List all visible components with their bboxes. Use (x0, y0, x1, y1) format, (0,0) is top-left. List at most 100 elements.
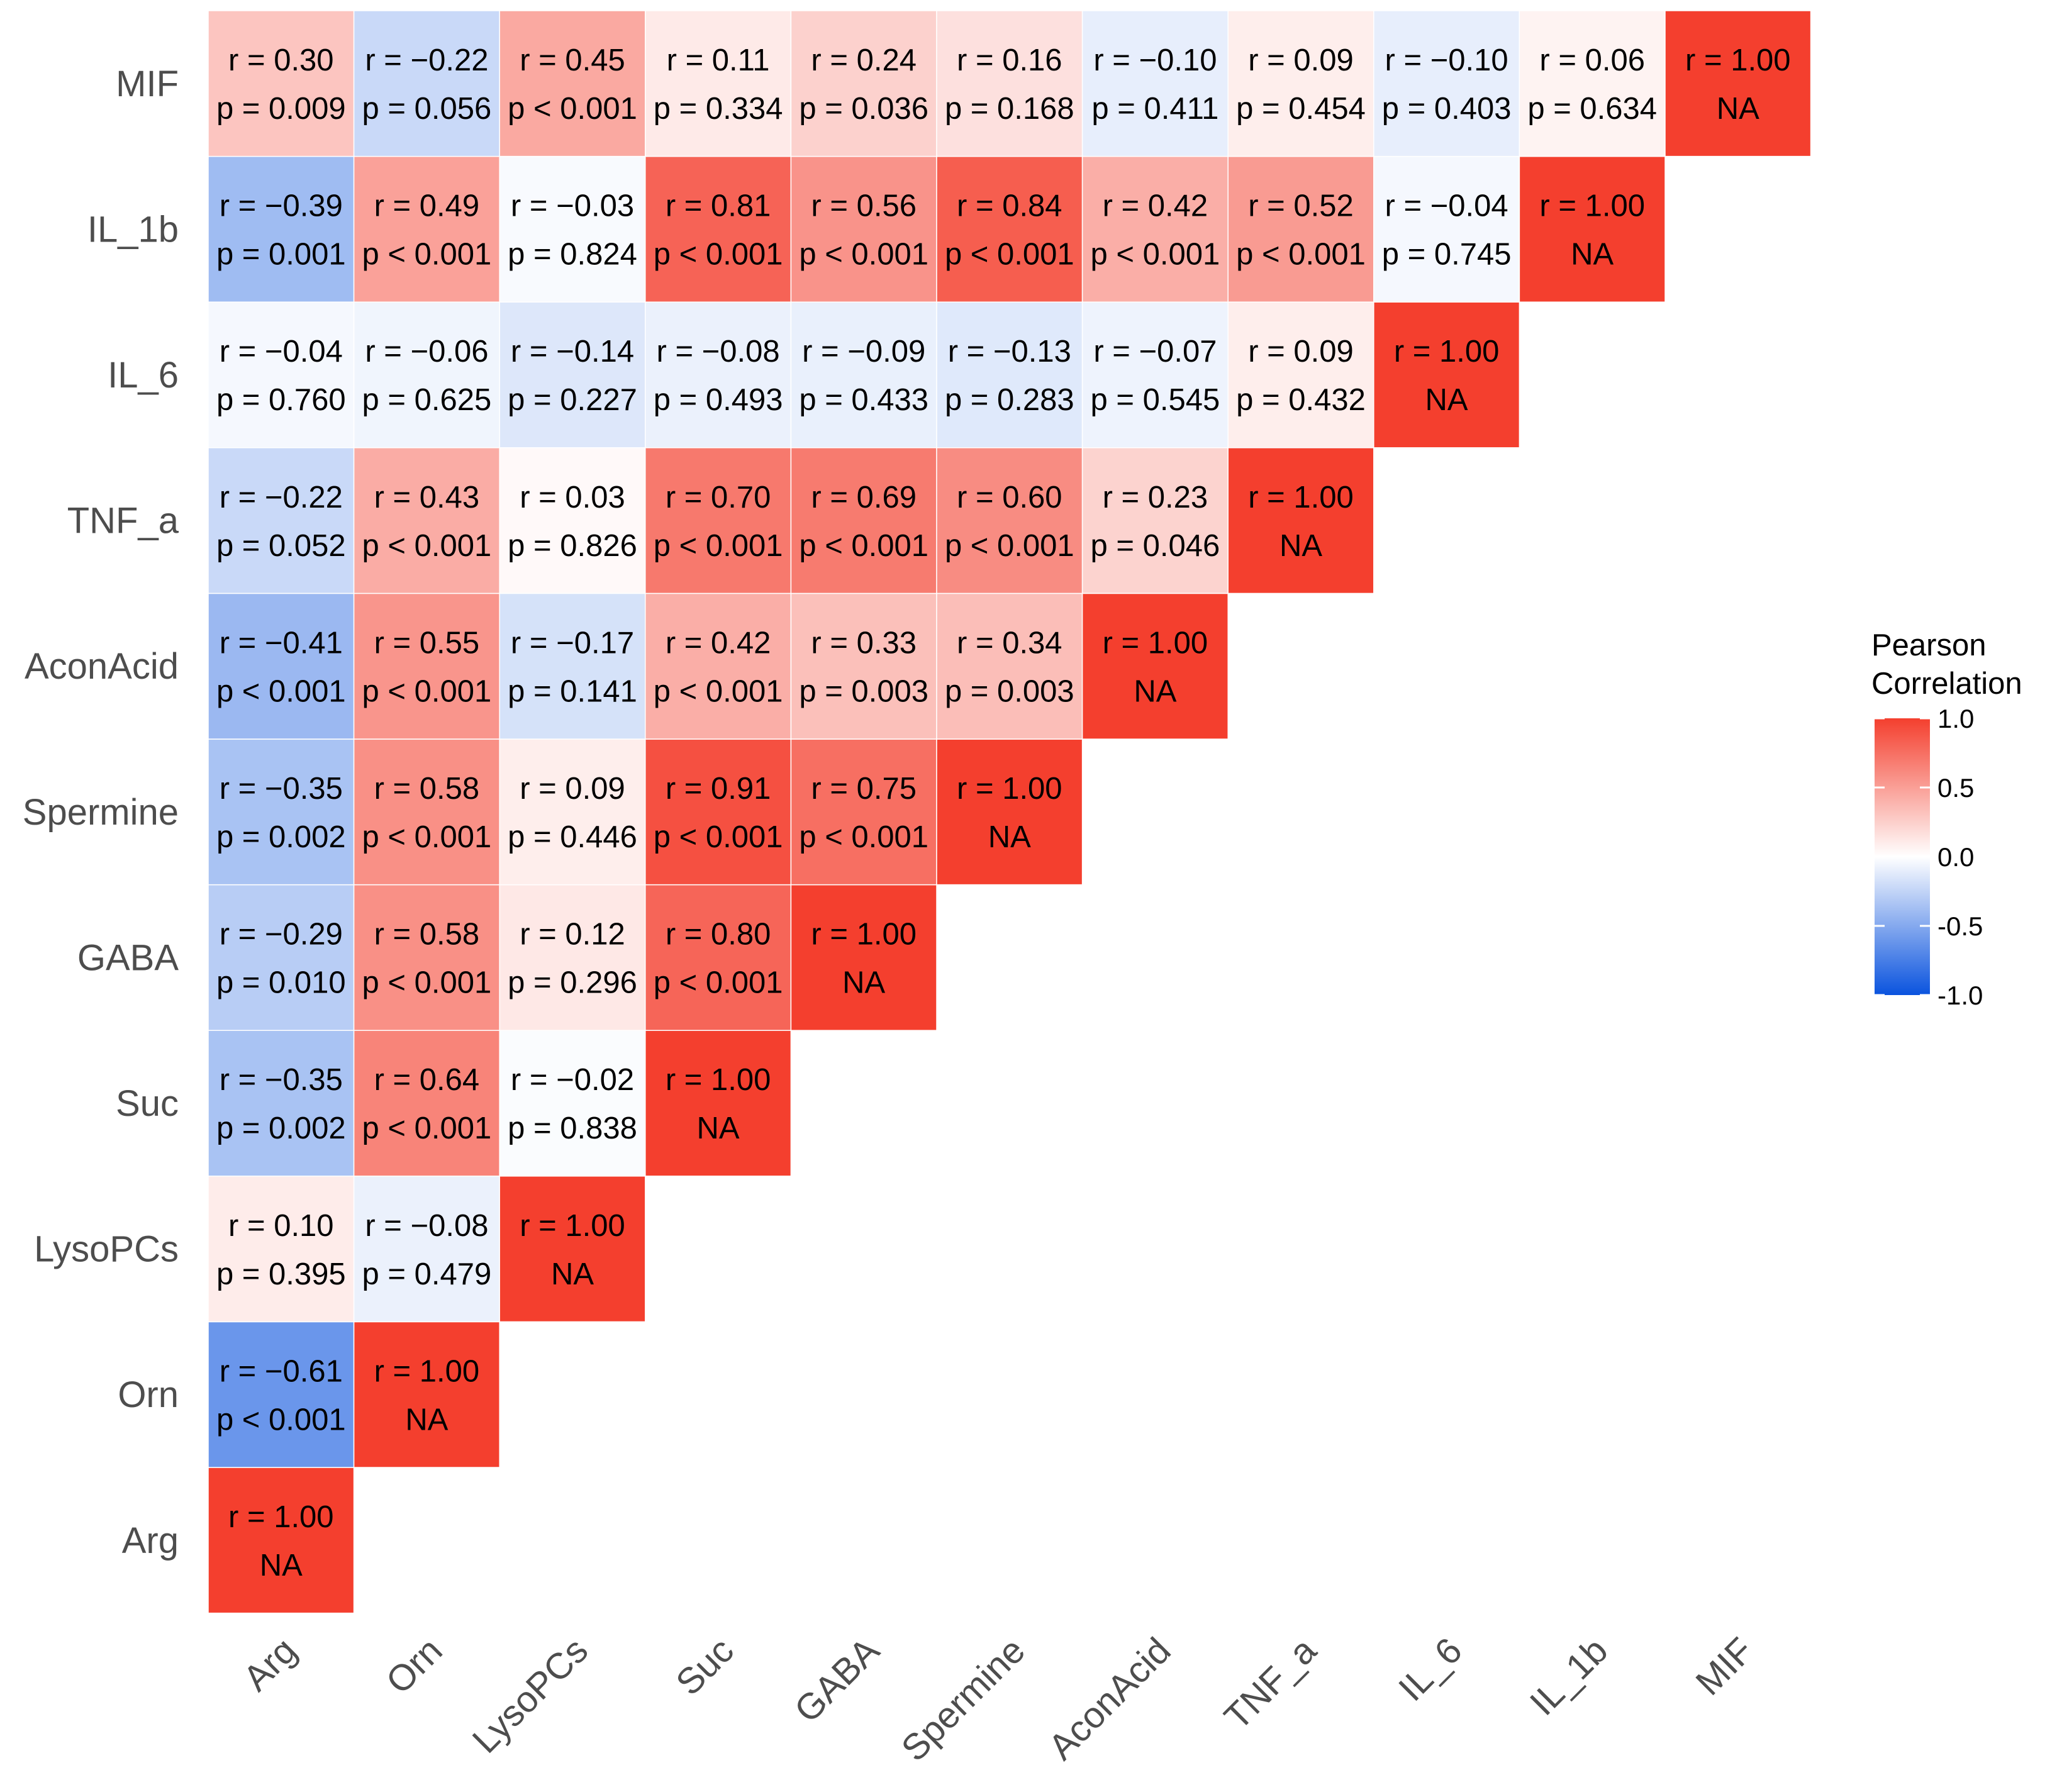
x-tick-label: AconAcid (1040, 1630, 1178, 1767)
heatmap-cell-tile (1081, 593, 1229, 740)
cell-p-label: p < 0.001 (799, 529, 928, 563)
cell-p-label: p < 0.001 (216, 674, 346, 708)
cell-r-label: r = 0.49 (374, 189, 480, 223)
cell-p-label: NA (1571, 238, 1614, 272)
x-tick-label: GABA (786, 1630, 887, 1730)
y-tick-label: Arg (122, 1520, 179, 1561)
heatmap-cell: r = 0.60 p < 0.001 (936, 447, 1083, 594)
cell-r-label: r = 1.00 (374, 1354, 480, 1388)
heatmap-cell: r = 1.00 NA (1227, 447, 1374, 594)
heatmap-cell-tile (208, 301, 355, 448)
heatmap-cell-tile (645, 884, 792, 1031)
cell-p-label: p < 0.001 (508, 92, 637, 126)
cell-r-label: r = 0.56 (811, 189, 917, 223)
cell-r-label: r = 0.52 (1248, 189, 1354, 223)
heatmap-cell: r = −0.39 p = 0.001 (208, 155, 355, 303)
color-legend: Pearson Correlation 1.0 0.5 0.0 -0.5 -1.0 (1871, 628, 2022, 1010)
heatmap-cell-tile (208, 593, 355, 740)
cell-p-label: NA (260, 1549, 303, 1583)
heatmap-cell-tile (499, 155, 646, 303)
y-tick-label: IL_6 (108, 355, 179, 396)
heatmap-cell-tile (790, 155, 937, 303)
heatmap-cell: r = −0.10 p = 0.411 (1081, 10, 1229, 157)
cell-p-label: p < 0.001 (216, 1403, 346, 1437)
heatmap-cell: r = 0.52 p < 0.001 (1227, 155, 1374, 303)
heatmap-cell: r = 1.00 NA (1373, 301, 1520, 448)
cell-r-label: r = −0.17 (511, 626, 634, 660)
cell-r-label: r = 0.42 (666, 626, 771, 660)
legend-ticks: 1.0 0.5 0.0 -0.5 -1.0 (1875, 704, 1983, 1010)
heatmap-cell: r = −0.02 p = 0.838 (499, 1030, 646, 1177)
cell-p-label: p < 0.001 (362, 966, 492, 1000)
heatmap-cell: r = 1.00 NA (936, 738, 1083, 886)
heatmap-cell-tile (790, 301, 937, 448)
heatmap-cell: r = 0.34 p = 0.003 (936, 593, 1083, 740)
heatmap-cell: r = 0.75 p < 0.001 (790, 738, 937, 886)
heatmap-cell-tile (353, 155, 500, 303)
cell-p-label: p < 0.001 (362, 238, 492, 272)
cell-r-label: r = 0.84 (957, 189, 1062, 223)
cell-r-label: r = 1.00 (520, 1209, 625, 1243)
heatmap-cell: r = 0.12 p = 0.296 (499, 884, 646, 1031)
heatmap-cell: r = 1.00 NA (1519, 155, 1666, 303)
legend-title-line-2: Correlation (1871, 667, 2022, 701)
heatmap-cell-tile (936, 155, 1083, 303)
heatmap-cell-tile (936, 301, 1083, 448)
cell-r-label: r = −0.07 (1093, 335, 1217, 369)
cell-p-label: p < 0.001 (654, 674, 783, 708)
legend-tick: 0.0 (1875, 842, 1974, 872)
heatmap-cell-tile (353, 447, 500, 594)
heatmap-cell-tile (353, 738, 500, 886)
x-tick-label: TNF_a (1217, 1630, 1325, 1738)
cell-r-label: r = 0.12 (520, 918, 625, 952)
x-tick-label: MIF (1688, 1630, 1761, 1703)
cell-p-label: p = 0.168 (945, 92, 1074, 126)
heatmap-cell-tile (208, 1030, 355, 1177)
heatmap-cell-tile (208, 10, 355, 157)
heatmap-cell: r = 1.00 NA (353, 1321, 500, 1468)
y-tick-label: Suc (116, 1083, 179, 1124)
heatmap-cell: r = 0.09 p = 0.446 (499, 738, 646, 886)
cell-p-label: p = 0.036 (799, 92, 928, 126)
cell-r-label: r = 0.09 (1248, 335, 1354, 369)
heatmap-cell: r = 0.84 p < 0.001 (936, 155, 1083, 303)
cell-p-label: p = 0.283 (945, 383, 1074, 417)
cell-r-label: r = 0.23 (1103, 481, 1208, 515)
cell-r-label: r = −0.22 (365, 43, 488, 77)
heatmap-cell-tile (499, 301, 646, 448)
heatmap-cell: r = −0.08 p = 0.479 (353, 1176, 500, 1323)
cell-p-label: p = 0.296 (508, 966, 637, 1000)
cell-r-label: r = 1.00 (228, 1500, 334, 1534)
heatmap-cell-tile (645, 301, 792, 448)
cell-p-label: NA (405, 1403, 448, 1437)
heatmap-cell-tile (1519, 10, 1666, 157)
heatmap-cell-tile (645, 738, 792, 886)
heatmap-cell: r = 0.09 p = 0.454 (1227, 10, 1374, 157)
cell-p-label: p = 0.760 (216, 383, 346, 417)
heatmap-cell-tile (1081, 301, 1229, 448)
cell-p-label: p < 0.001 (362, 1111, 492, 1145)
heatmap-cell: r = −0.17 p = 0.141 (499, 593, 646, 740)
cell-p-label: p = 0.454 (1236, 92, 1366, 126)
x-tick-label: LysoPCs (465, 1630, 596, 1761)
cell-r-label: r = 0.81 (666, 189, 771, 223)
legend-tick: -1.0 (1875, 981, 1983, 1010)
heatmap-cell: r = 0.56 p < 0.001 (790, 155, 937, 303)
cell-p-label: p < 0.001 (945, 529, 1074, 563)
cell-r-label: r = −0.39 (220, 189, 343, 223)
cell-r-label: r = 0.69 (811, 481, 917, 515)
heatmap-cell: r = 0.80 p < 0.001 (645, 884, 792, 1031)
cell-p-label: p = 0.838 (508, 1111, 637, 1145)
cell-p-label: p = 0.433 (799, 383, 928, 417)
heatmap-cell-tile (499, 1030, 646, 1177)
x-tick-label: Orn (378, 1630, 450, 1701)
cell-r-label: r = 0.30 (228, 43, 334, 77)
heatmap-cell-tile (353, 884, 500, 1031)
heatmap-cell: r = 0.06 p = 0.634 (1519, 10, 1666, 157)
heatmap-cell: r = −0.09 p = 0.433 (790, 301, 937, 448)
cell-p-label: p = 0.010 (216, 966, 346, 1000)
y-tick-label: AconAcid (25, 646, 179, 687)
heatmap-cell: r = 0.49 p < 0.001 (353, 155, 500, 303)
legend-tick-label: -0.5 (1937, 911, 1983, 941)
